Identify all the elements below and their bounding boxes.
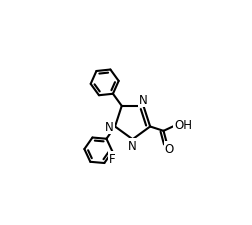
Text: O: O [165, 143, 174, 156]
Text: F: F [109, 152, 116, 165]
Text: N: N [128, 139, 137, 152]
Text: N: N [139, 94, 148, 107]
Text: OH: OH [174, 118, 193, 131]
Text: N: N [105, 120, 114, 133]
